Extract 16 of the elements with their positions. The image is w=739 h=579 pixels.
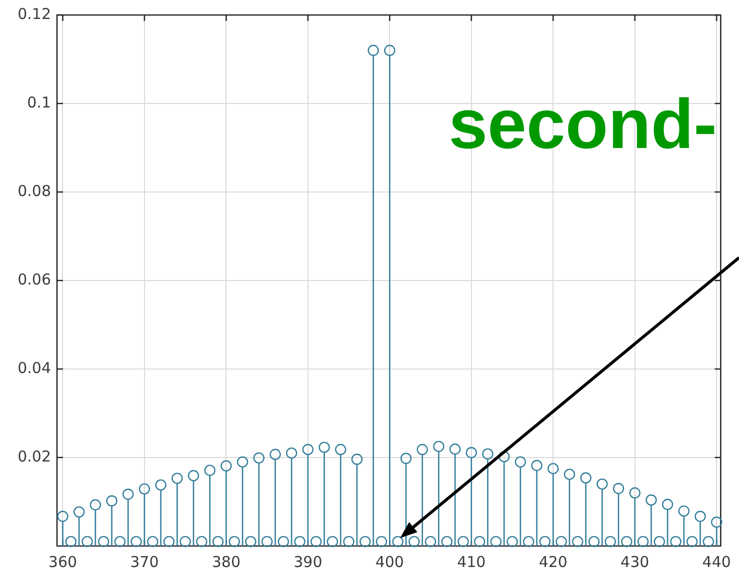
x-tick-label: 380: [212, 552, 241, 571]
y-tick-label: 0.1: [27, 93, 51, 112]
x-tick-label: 420: [538, 552, 568, 571]
y-tick-label: 0.02: [18, 447, 51, 466]
x-tick-label: 400: [375, 552, 404, 571]
y-tick-label: 0.04: [18, 358, 51, 377]
x-tick-label: 360: [48, 552, 78, 571]
annotation: second-: [448, 84, 717, 163]
y-tick-label: 0.08: [18, 182, 51, 200]
x-tick-label: 430: [620, 552, 650, 571]
x-tick-label: 370: [130, 552, 159, 571]
y-tick-label: 0.12: [18, 4, 51, 23]
y-tick-label: 0.06: [18, 270, 51, 288]
x-tick-label: 390: [294, 552, 322, 571]
x-tick-label: 410: [457, 552, 486, 571]
x-tick-label: 440: [702, 552, 731, 571]
